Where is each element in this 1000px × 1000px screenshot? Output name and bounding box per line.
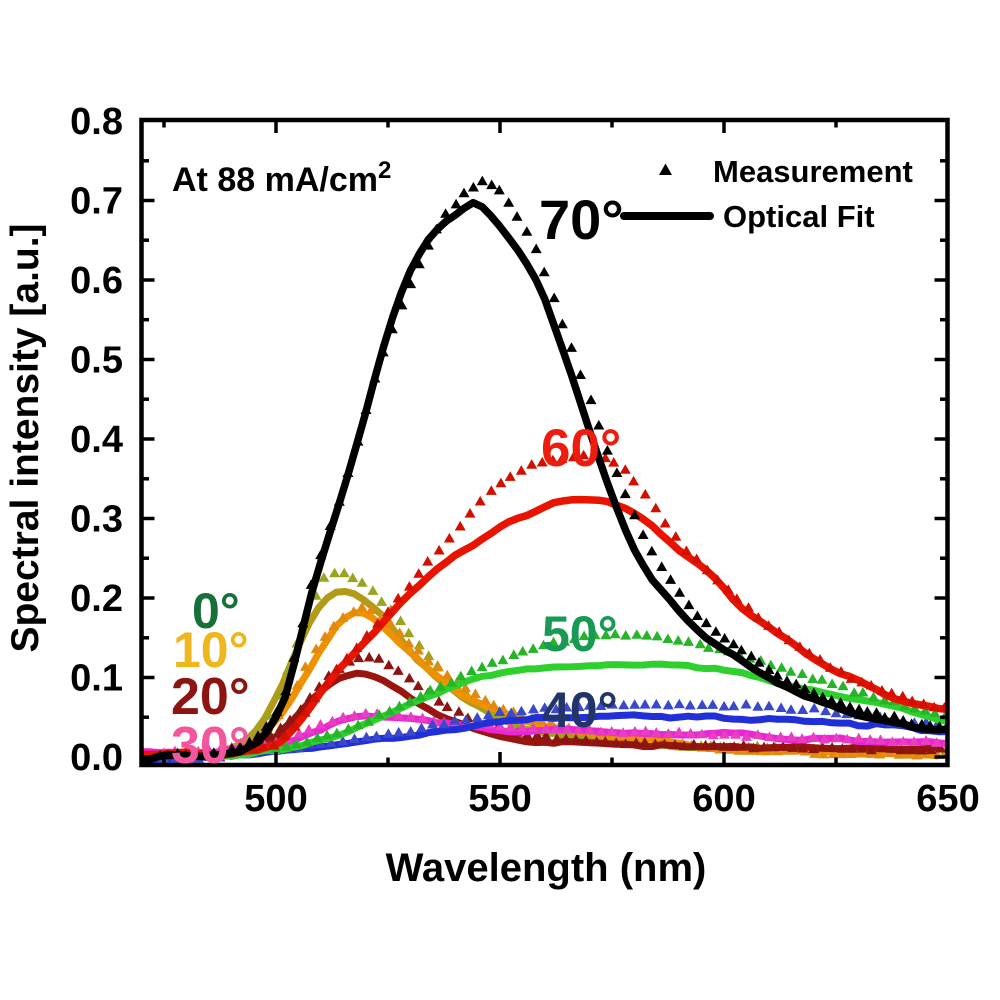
svg-text:500: 500 [244, 778, 307, 820]
svg-text:Wavelength (nm): Wavelength (nm) [386, 846, 707, 890]
svg-text:0.8: 0.8 [70, 101, 123, 143]
svg-text:60°: 60° [541, 419, 621, 478]
svg-text:40°: 40° [542, 682, 618, 738]
svg-text:Measurement: Measurement [713, 154, 913, 189]
svg-text:0.4: 0.4 [70, 419, 123, 461]
svg-text:0.6: 0.6 [70, 260, 123, 302]
svg-text:At 88 mA/cm2: At 88 mA/cm2 [172, 157, 391, 199]
svg-text:0°: 0° [192, 583, 240, 639]
svg-text:600: 600 [692, 778, 755, 820]
svg-text:20°: 20° [171, 668, 250, 726]
svg-text:10°: 10° [173, 622, 249, 678]
svg-text:0.2: 0.2 [70, 578, 123, 620]
svg-text:0.0: 0.0 [70, 737, 123, 779]
svg-text:0.7: 0.7 [70, 181, 123, 223]
svg-text:0.1: 0.1 [70, 658, 123, 700]
svg-text:0.3: 0.3 [70, 499, 123, 541]
svg-text:Optical Fit: Optical Fit [723, 199, 875, 234]
svg-text:550: 550 [468, 778, 531, 820]
svg-text:0.5: 0.5 [70, 340, 123, 382]
svg-text:Spectral intensity [a.u.]: Spectral intensity [a.u.] [4, 223, 47, 652]
svg-text:50°: 50° [542, 606, 618, 662]
svg-text:30°: 30° [171, 717, 250, 775]
svg-text:70°: 70° [539, 188, 624, 251]
svg-text:650: 650 [916, 778, 979, 820]
